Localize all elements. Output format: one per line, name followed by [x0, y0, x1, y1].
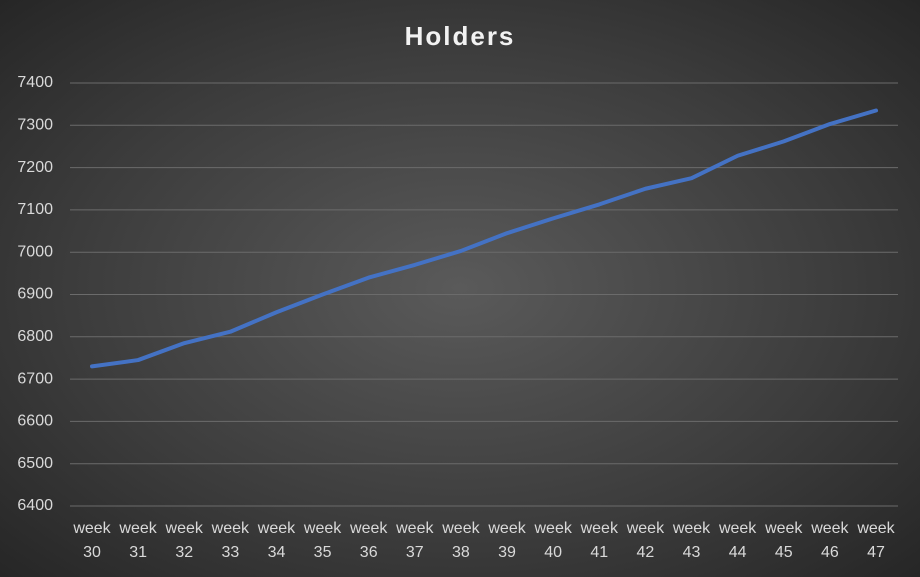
- chart-title: Holders: [405, 21, 516, 51]
- x-tick-label: week 30: [73, 520, 111, 561]
- x-tick-label: week 31: [119, 520, 157, 561]
- x-tick-label: week 41: [580, 520, 618, 561]
- y-tick-label: 7200: [17, 159, 53, 176]
- line: [90, 108, 878, 369]
- x-tick-label: week 43: [672, 520, 711, 561]
- x-tick-label: week 36: [350, 520, 388, 561]
- x-tick-label: week 47: [857, 520, 895, 561]
- y-tick-label: 6400: [17, 497, 53, 514]
- x-tick-label: week 44: [718, 520, 757, 561]
- x-tick-label: week 39: [488, 520, 526, 561]
- y-tick-label: 7100: [17, 201, 53, 218]
- y-tick-label: 6600: [17, 413, 53, 430]
- y-tick-label: 7300: [17, 117, 53, 134]
- x-tick-label: week 35: [303, 520, 342, 561]
- x-tick-label: week 33: [211, 520, 250, 561]
- y-tick-label: 6500: [17, 455, 53, 472]
- x-tick-label: week 38: [442, 520, 480, 561]
- y-tick-label: 7000: [17, 243, 53, 260]
- x-tick-label: week 40: [534, 520, 572, 561]
- y-tick-label: 6900: [17, 286, 53, 303]
- x-tick-label: week 34: [257, 520, 296, 561]
- x-tick-label: week 32: [165, 520, 203, 561]
- x-tick-label: week 37: [396, 520, 434, 561]
- x-tick-label: week 42: [626, 520, 665, 561]
- y-tick-label: 7400: [17, 74, 53, 91]
- y-tick-label: 6800: [17, 328, 53, 345]
- y-tick-label: 6700: [17, 370, 53, 387]
- x-tick-label: week 45: [765, 520, 803, 561]
- x-tick-label: week 46: [811, 520, 849, 561]
